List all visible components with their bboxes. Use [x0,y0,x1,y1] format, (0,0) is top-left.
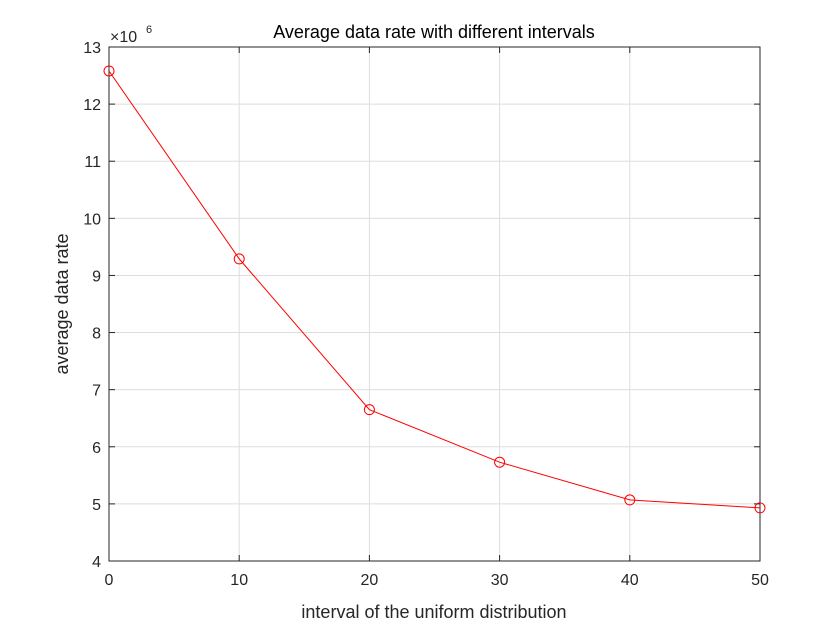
grid [109,47,760,561]
series-line [108,70,761,509]
data-point-marker [494,456,506,468]
x-tick-label: 40 [621,572,639,589]
data-point-marker [103,65,115,77]
y-tick-label: 10 [83,211,101,228]
data-point-marker [363,404,375,416]
y-tick-label: 5 [92,497,101,514]
x-tick-label: 10 [230,572,248,589]
y-tick-label: 6 [92,440,101,457]
plot-area [108,46,761,562]
series-layer [103,65,766,514]
x-tick-label: 30 [491,572,509,589]
data-point-marker [754,502,766,514]
y-tick-label: 12 [83,97,101,114]
x-tick-label: 20 [361,572,379,589]
x-tick-label: 0 [105,572,114,589]
chart-title: Average data rate with different interva… [273,22,595,42]
data-point-marker [624,494,636,506]
y-exponent-power: 6 [146,24,152,36]
y-tick-label: 11 [84,154,101,171]
y-tick-label: 9 [92,268,101,285]
y-exponent-label: ×10 [110,29,137,46]
x-axis-label: interval of the uniform distribution [301,602,566,622]
y-tick-label: 7 [92,383,101,400]
y-tick-label: 13 [83,40,101,57]
y-tick-label: 4 [92,554,101,571]
y-axis-label: average data rate [52,233,72,374]
y-tick-label: 8 [92,326,101,343]
axis-ticks: 0 10 20 30 40 50 4 5 6 7 8 9 10 11 12 13 [83,40,769,589]
x-tick-label: 50 [751,572,769,589]
data-point-marker [233,253,245,265]
